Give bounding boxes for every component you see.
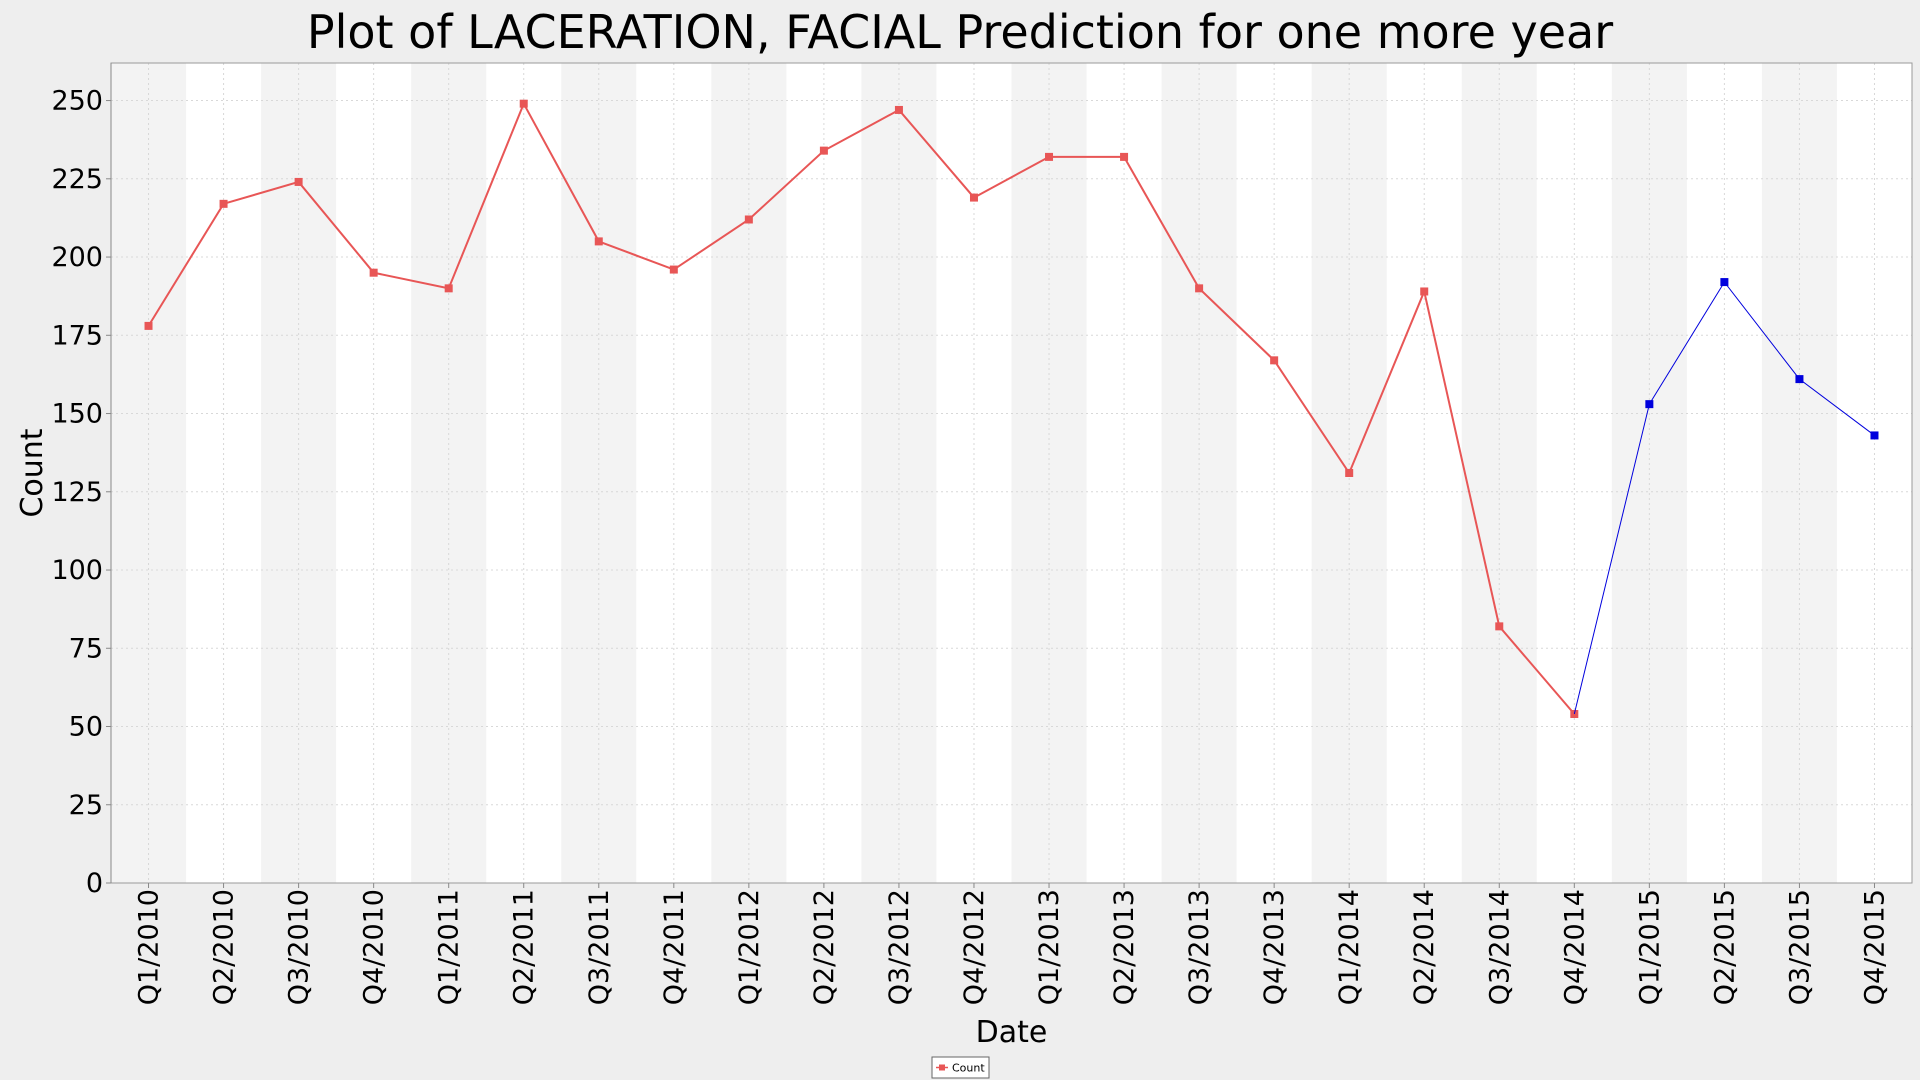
x-axis-title: Date <box>976 1015 1048 1050</box>
y-axis: 0 25 50 75 100 125 150 175 200 225 250 <box>51 63 112 899</box>
series-2 <box>1573 278 1879 715</box>
x-axis: Q1/2010 Q2/2010 Q3/2010 Q4/2010 Q1/2011 Q2/20… <box>134 883 1890 1005</box>
data-point <box>1270 356 1279 365</box>
x-tick-label: Q4/2011 <box>659 889 690 1005</box>
x-tick-label: Q3/2012 <box>884 889 915 1005</box>
series-layer <box>144 99 1879 718</box>
data-point <box>219 199 228 208</box>
legend-box <box>931 1056 990 1079</box>
legend: Count <box>931 1056 990 1079</box>
legend-label: Count <box>952 1062 985 1075</box>
y-tick-label: 125 <box>51 477 103 508</box>
y-tick-label: 75 <box>69 633 103 664</box>
x-tick-label: Q1/2013 <box>1034 889 1065 1005</box>
x-tick-label: Q4/2014 <box>1559 889 1590 1005</box>
data-point <box>1645 400 1654 409</box>
y-tick-label: 250 <box>51 86 103 117</box>
data-point <box>1195 284 1204 293</box>
x-tick-label: Q2/2013 <box>1109 889 1140 1005</box>
x-tick-label: Q3/2013 <box>1184 889 1215 1005</box>
data-point <box>819 146 828 155</box>
data-point <box>1495 622 1504 631</box>
y-tick-label: 225 <box>51 164 103 195</box>
x-tick-label: Q2/2014 <box>1409 889 1440 1005</box>
data-point <box>369 268 378 277</box>
x-tick-label: Q1/2012 <box>734 889 765 1005</box>
x-tick-label: Q2/2012 <box>809 889 840 1005</box>
data-point <box>894 105 903 114</box>
grid-lines <box>111 63 1912 884</box>
chart-title: Plot of LACERATION, FACIAL Prediction fo… <box>307 5 1613 59</box>
x-tick-label: Q3/2010 <box>284 889 315 1005</box>
data-point <box>519 99 528 108</box>
x-tick-label: Q4/2010 <box>359 889 390 1005</box>
x-tick-label: Q4/2012 <box>959 889 990 1005</box>
data-point <box>594 237 603 246</box>
x-tick-label: Q2/2010 <box>209 889 240 1005</box>
y-tick-label: 0 <box>86 868 103 899</box>
y-tick-label: 175 <box>51 320 103 351</box>
legend-swatch-marker <box>939 1064 945 1071</box>
data-point <box>1045 152 1054 161</box>
data-point <box>144 321 153 330</box>
x-tick-label: Q2/2011 <box>509 889 540 1005</box>
x-tick-label: Q2/2015 <box>1709 889 1740 1005</box>
x-tick-label: Q1/2011 <box>434 889 465 1005</box>
x-tick-label: Q1/2010 <box>134 889 165 1005</box>
data-point <box>1120 152 1129 161</box>
x-tick-label: Q3/2015 <box>1784 889 1815 1005</box>
y-tick-label: 200 <box>51 242 103 273</box>
y-tick-label: 100 <box>51 555 103 586</box>
series-line <box>147 101 1576 715</box>
data-point <box>1420 287 1429 296</box>
data-point <box>1720 278 1729 287</box>
x-tick-label: Q4/2013 <box>1259 889 1290 1005</box>
y-axis-title: Count <box>15 428 50 517</box>
x-tick-label: Q4/2015 <box>1859 889 1890 1005</box>
x-tick-label: Q1/2015 <box>1634 889 1665 1005</box>
x-tick-label: Q1/2014 <box>1334 889 1365 1005</box>
y-tick-label: 50 <box>69 712 103 743</box>
x-tick-label: Q3/2011 <box>584 889 615 1005</box>
data-point <box>1870 431 1879 440</box>
y-tick-label: 150 <box>51 399 103 430</box>
data-point <box>294 177 303 186</box>
data-point <box>444 284 453 293</box>
data-point <box>969 193 978 202</box>
data-point <box>1795 375 1804 384</box>
data-point <box>669 265 678 274</box>
data-point <box>744 215 753 224</box>
data-point <box>1345 469 1354 477</box>
x-tick-label: Q3/2014 <box>1484 889 1515 1005</box>
y-tick-label: 25 <box>69 790 103 821</box>
